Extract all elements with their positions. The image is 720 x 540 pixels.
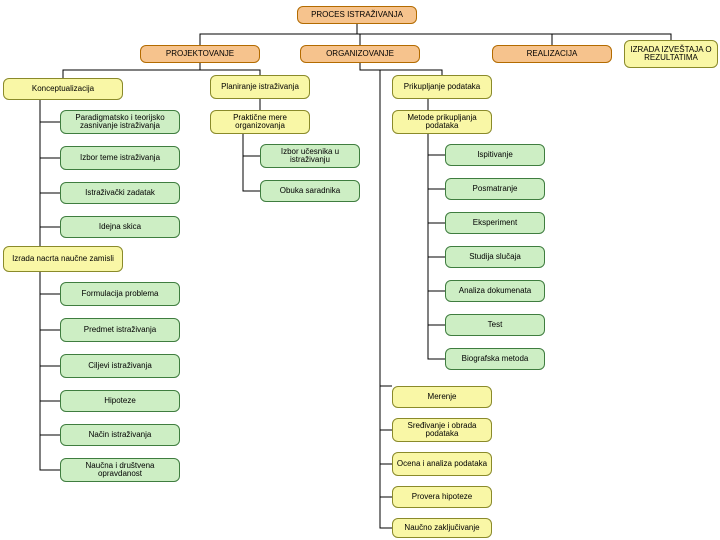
- node-mer: Merenje: [392, 386, 492, 408]
- node-obuka: Obuka saradnika: [260, 180, 360, 202]
- node-izbtema: Izbor teme istraživanja: [60, 146, 180, 170]
- node-istzad: Istraživački zadatak: [60, 182, 180, 204]
- node-prik: Prikupljanje podataka: [392, 75, 492, 99]
- node-izr: IZRADA IZVEŠTAJA O REZULTATIMA: [624, 40, 718, 68]
- node-zaklj: Naučno zaključivanje: [392, 518, 492, 538]
- node-metode: Metode prikupljanja podataka: [392, 110, 492, 134]
- node-form: Formulacija problema: [60, 282, 180, 306]
- node-eksp: Eksperiment: [445, 212, 545, 234]
- node-real: REALIZACIJA: [492, 45, 612, 63]
- node-test: Test: [445, 314, 545, 336]
- node-prakt: Praktične mere organizovanja: [210, 110, 310, 134]
- node-ocena: Ocena i analiza podataka: [392, 452, 492, 476]
- node-pred: Predmet istraživanja: [60, 318, 180, 342]
- node-biogr: Biografska metoda: [445, 348, 545, 370]
- node-opravd: Naučna i društvena opravdanost: [60, 458, 180, 482]
- node-analiza: Analiza dokumenata: [445, 280, 545, 302]
- node-org: ORGANIZOVANJE: [300, 45, 420, 63]
- node-para: Paradigmatsko i teorijsko zasnivanje ist…: [60, 110, 180, 134]
- node-hipo: Hipoteze: [60, 390, 180, 412]
- node-nacrt: Izrada nacrta naučne zamisli: [3, 246, 123, 272]
- node-izbuc: Izbor učesnika u istraživanju: [260, 144, 360, 168]
- node-prov: Provera hipoteze: [392, 486, 492, 508]
- node-nacin: Način istraživanja: [60, 424, 180, 446]
- node-proj: PROJEKTOVANJE: [140, 45, 260, 63]
- node-cilj: Ciljevi istraživanja: [60, 354, 180, 378]
- node-ispit: Ispitivanje: [445, 144, 545, 166]
- node-studija: Studija slučaja: [445, 246, 545, 268]
- node-idejna: Idejna skica: [60, 216, 180, 238]
- node-konc: Konceptualizacija: [3, 78, 123, 100]
- node-root: PROCES ISTRAŽIVANJA: [297, 6, 417, 24]
- node-sred: Sređivanje i obrada podataka: [392, 418, 492, 442]
- node-plan: Planiranje istraživanja: [210, 75, 310, 99]
- node-posm: Posmatranje: [445, 178, 545, 200]
